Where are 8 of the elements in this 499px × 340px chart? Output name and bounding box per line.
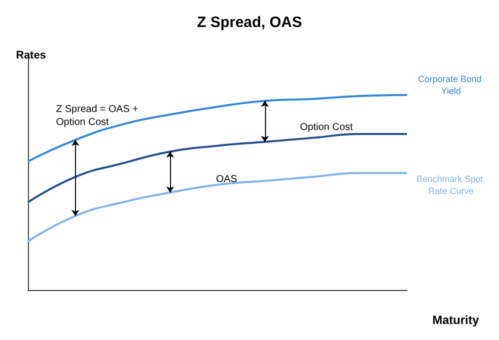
- chart-title: Z Spread, OAS: [196, 14, 302, 31]
- annotation: Z Spread = OAS + Option Cost: [56, 104, 142, 128]
- series-label: Benchmark Spot Rate Curve: [416, 174, 486, 196]
- y-axis-title: Rates: [16, 50, 46, 62]
- annotation: OAS: [216, 174, 238, 185]
- series-label: Corporate Bond Yield: [418, 74, 484, 96]
- x-axis-title: Maturity: [432, 313, 480, 327]
- annotation: Option Cost: [300, 122, 354, 133]
